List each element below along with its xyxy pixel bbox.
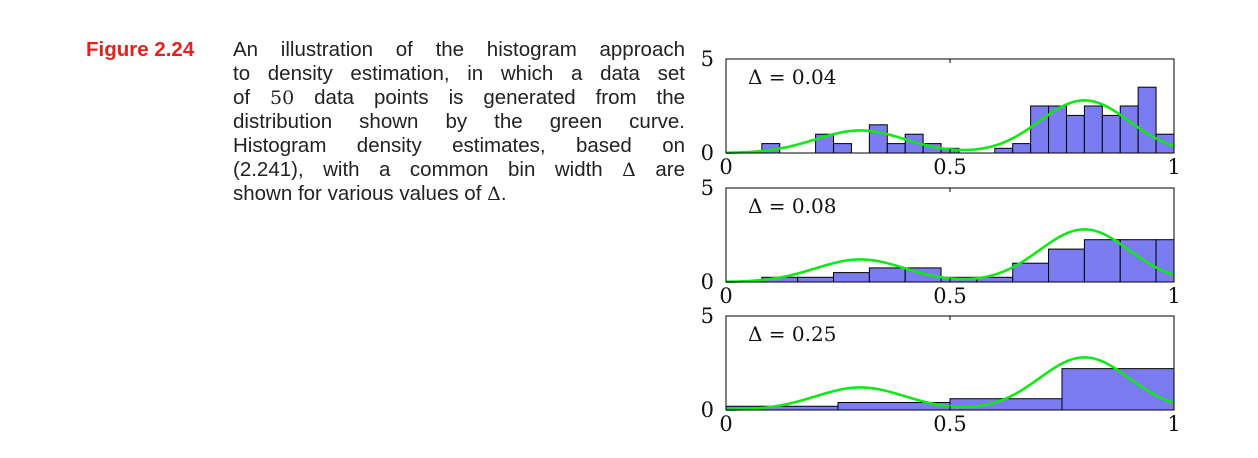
histogram-bar (994, 147, 1014, 154)
histogram-bar (868, 267, 906, 283)
math-delta: Δ (622, 159, 636, 181)
histogram-bar (1083, 239, 1121, 283)
histogram-bar (1083, 105, 1103, 154)
histogram-bar (1137, 86, 1157, 154)
caption-line: (2.241), with a common bin width Δ are (233, 158, 686, 181)
figure-caption: An illustration of the histogram approac… (233, 38, 685, 206)
caption-line: Histogram density estimates, based on (233, 134, 685, 157)
y-tick-label: 0 (701, 141, 714, 165)
y-tick-label: 0 (701, 270, 714, 294)
histogram-bar (1065, 114, 1085, 154)
x-tick-label: 1 (1167, 284, 1180, 308)
histogram-bar (833, 272, 870, 283)
histogram-bar (1048, 248, 1085, 283)
figure-label: Figure 2.24 (86, 38, 195, 61)
caption-line: to density estimation, in which a data s… (233, 62, 685, 85)
histogram-bar (949, 398, 1063, 411)
x-tick-label: 0.5 (933, 155, 966, 179)
histogram-bar (1012, 143, 1032, 154)
histogram-bar (797, 276, 835, 283)
histogram-bar (886, 143, 906, 154)
histogram-bar (833, 143, 852, 154)
histogram-bar (1030, 105, 1050, 154)
caption-line: distribution shown by the green curve. (233, 110, 685, 133)
panel-label: Δ = 0.25 (748, 322, 836, 346)
math-number: 50 (270, 87, 295, 109)
caption-line: of 50 data points is generated from the (233, 86, 685, 109)
x-tick-label: 0 (719, 412, 732, 436)
caption-line: shown for various values of Δ. (233, 182, 507, 205)
panel-label: Δ = 0.08 (748, 194, 836, 218)
histogram-bar (1155, 239, 1175, 283)
x-tick-label: 0.5 (933, 284, 966, 308)
panel-label: Δ = 0.04 (748, 65, 836, 89)
x-tick-label: 1 (1167, 155, 1180, 179)
x-tick-label: 0 (719, 155, 732, 179)
histogram-bar (868, 124, 888, 154)
y-tick-label: 0 (701, 398, 714, 422)
caption-line: An illustration of the histogram approac… (233, 38, 685, 61)
y-tick-label: 5 (701, 304, 714, 328)
y-tick-label: 5 (701, 47, 714, 71)
x-tick-label: 1 (1167, 412, 1180, 436)
x-tick-label: 0 (719, 284, 732, 308)
histogram-bar (1119, 105, 1139, 154)
math-delta: Δ (487, 183, 501, 205)
histogram-bar (1012, 262, 1050, 283)
histogram-bar (1061, 368, 1175, 411)
x-tick-label: 0.5 (933, 412, 966, 436)
y-tick-label: 5 (701, 176, 714, 200)
histogram-bar (1101, 114, 1121, 154)
